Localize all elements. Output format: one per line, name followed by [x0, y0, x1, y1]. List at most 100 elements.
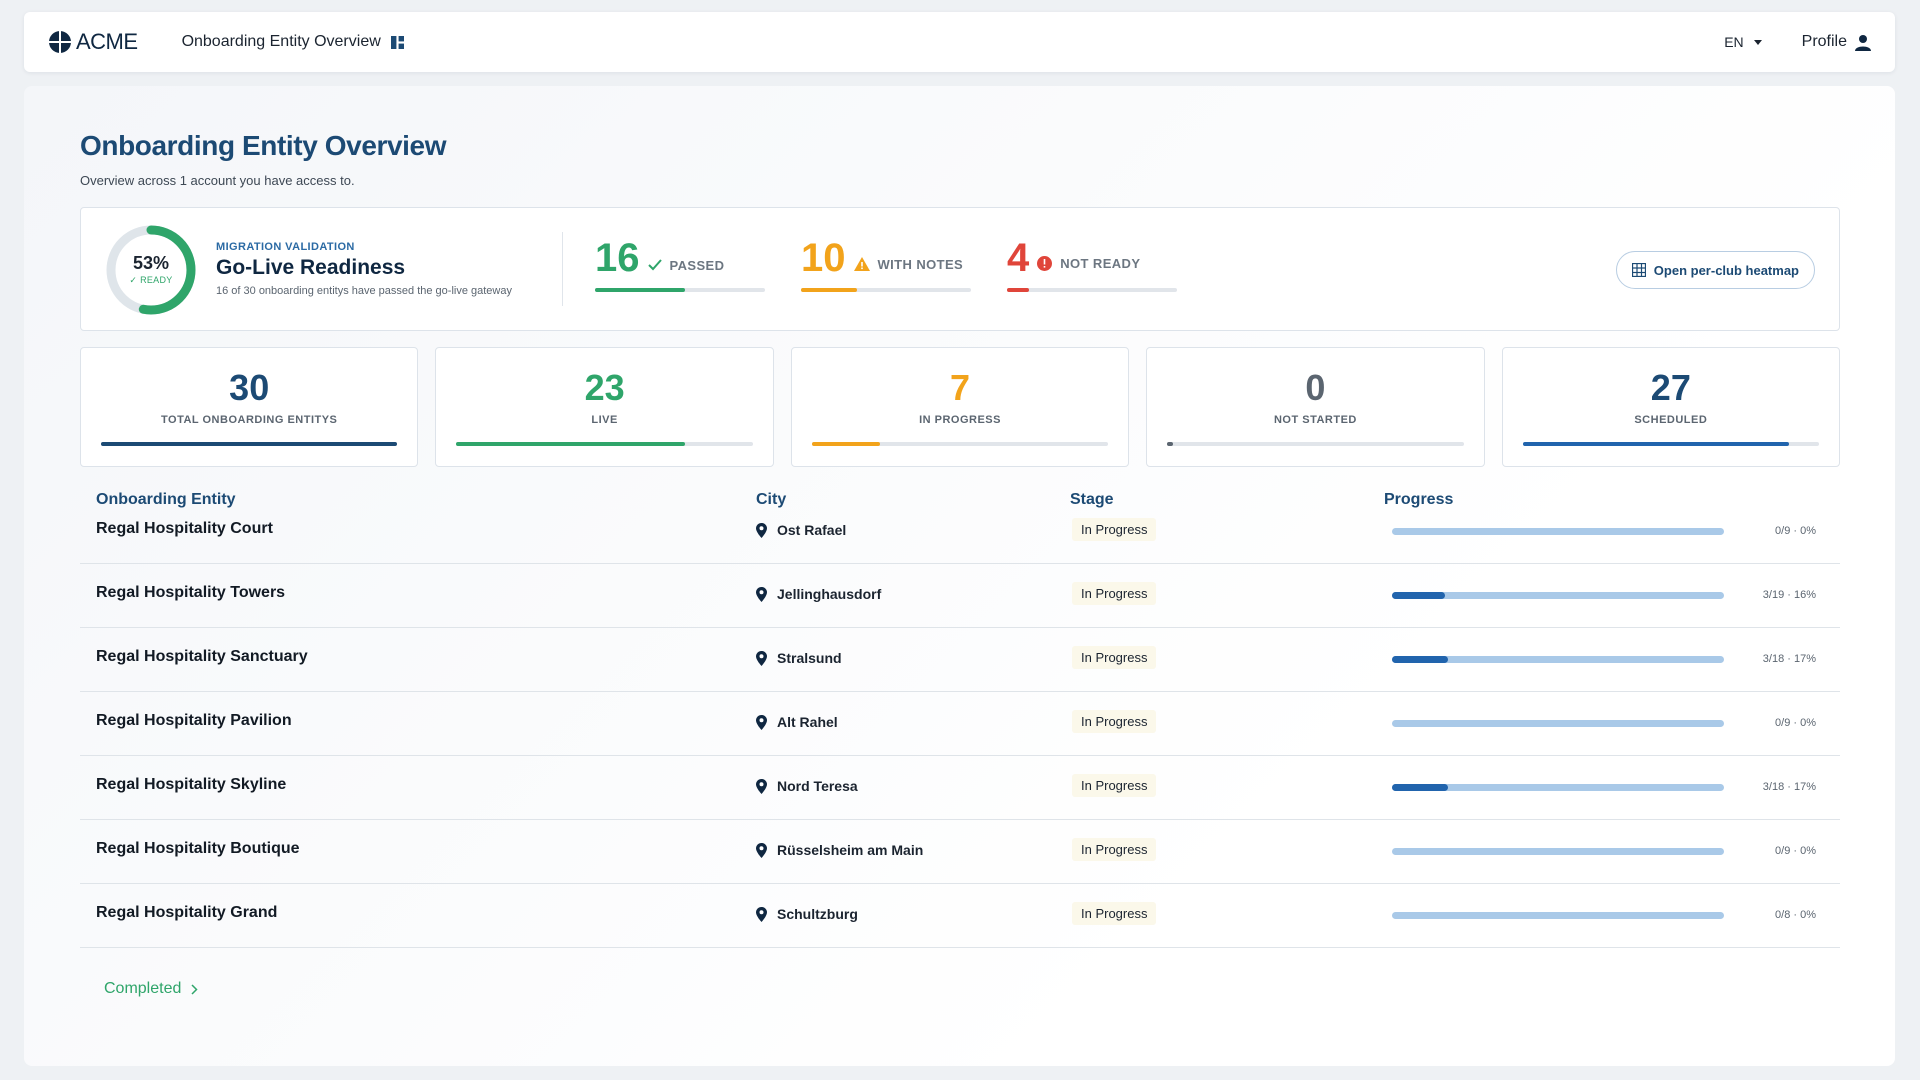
- progress-bar: [1392, 912, 1724, 919]
- profile-menu[interactable]: Profile: [1802, 33, 1871, 51]
- table-grid-icon: [1631, 263, 1646, 277]
- stat-not-started-label: NOT STARTED: [1273, 414, 1357, 426]
- user-icon: [1855, 34, 1871, 51]
- page-subtitle: Overview across 1 account you have acces…: [80, 173, 355, 188]
- page-title: Onboarding Entity Overview: [80, 130, 447, 161]
- map-pin-icon: [756, 906, 767, 922]
- map-pin-icon: [756, 714, 767, 730]
- gauge-not-ready-bar: [1007, 288, 1177, 292]
- chevron-right-icon: [191, 983, 198, 995]
- table-row[interactable]: Regal Hospitality Boutique Rüsselsheim am…: [80, 820, 1840, 884]
- open-heatmap-label: Open per-club heatmap: [1653, 262, 1799, 278]
- progress-bar: [1392, 848, 1724, 855]
- stat-total: 30 TOTAL ONBOARDING ENTITYS: [80, 347, 419, 467]
- progress-bar-fill: [1392, 656, 1449, 663]
- go-live-readiness-card: 53% ✓ READY MIGRATION VALIDATION Go-Live…: [80, 207, 1840, 331]
- entity-name: Regal Hospitality Sanctuary: [96, 648, 308, 665]
- gauge-passed-bar: [595, 288, 765, 292]
- language-label: EN: [1724, 34, 1744, 50]
- entity-city: Ost Rafael: [756, 522, 846, 538]
- progress-bar: [1392, 720, 1724, 727]
- gauge-with-notes-value: 10: [801, 236, 846, 280]
- top-bar: ACME Onboarding Entity Overview EN Profi…: [24, 12, 1895, 72]
- nav-title-label: Onboarding Entity Overview: [181, 33, 381, 50]
- stat-cards: 30 TOTAL ONBOARDING ENTITYS 23 LIVE 7 IN…: [80, 347, 1841, 467]
- entity-name: Regal Hospitality Grand: [96, 904, 278, 921]
- entity-city: Stralsund: [756, 650, 842, 666]
- logo-text: ACME: [76, 29, 138, 54]
- language-select[interactable]: EN: [1724, 34, 1762, 50]
- entity-city-label: Jellinghausdorf: [777, 586, 882, 602]
- progress-text: 3/18 · 17%: [1762, 781, 1816, 793]
- entity-name: Regal Hospitality Pavilion: [96, 712, 292, 729]
- progress-bar-fill: [1392, 592, 1446, 599]
- progress-bar: [1392, 592, 1724, 599]
- readiness-donut: [106, 225, 196, 315]
- warning-icon: [853, 257, 870, 271]
- completed-link[interactable]: Completed: [104, 980, 198, 998]
- header-city[interactable]: City: [756, 491, 787, 508]
- stat-live-label: LIVE: [591, 414, 618, 426]
- table-row[interactable]: Regal Hospitality Towers Jellinghausdorf I…: [80, 564, 1840, 628]
- table-row[interactable]: Regal Hospitality Court Ost Rafael In Prog…: [80, 518, 1840, 564]
- map-pin-icon: [756, 650, 767, 666]
- stat-scheduled-bar: [1522, 442, 1820, 446]
- table-row[interactable]: Regal Hospitality Pavilion Alt Rahel In Pr…: [80, 692, 1840, 756]
- stat-live-value: 23: [584, 367, 625, 408]
- map-pin-icon: [756, 842, 767, 858]
- profile-label: Profile: [1801, 33, 1847, 50]
- stat-in-progress-bar: [811, 442, 1109, 446]
- stage-badge: In Progress: [1072, 646, 1157, 669]
- open-heatmap-button[interactable]: Open per-club heatmap: [1615, 251, 1815, 289]
- table-row[interactable]: Regal Hospitality Skyline Nord Teresa In P…: [80, 756, 1840, 820]
- caret-down-icon: [1753, 39, 1762, 45]
- entity-city: Nord Teresa: [756, 778, 858, 794]
- stage-badge: In Progress: [1072, 518, 1157, 541]
- nav-title[interactable]: Onboarding Entity Overview: [182, 33, 404, 51]
- stage-badge: In Progress: [1072, 710, 1157, 733]
- stat-total-label: TOTAL ONBOARDING ENTITYS: [161, 414, 338, 426]
- entity-city-label: Nord Teresa: [777, 778, 858, 794]
- table-row[interactable]: Regal Hospitality Sanctuary Stralsund In P…: [80, 628, 1840, 692]
- entity-name: Regal Hospitality Court: [96, 520, 273, 537]
- header-progress[interactable]: Progress: [1384, 491, 1454, 508]
- gauge-not-ready-label: NOT READY: [1060, 256, 1141, 271]
- stat-in-progress-label: IN PROGRESS: [919, 414, 1001, 426]
- map-pin-icon: [756, 586, 767, 602]
- entity-name: Regal Hospitality Boutique: [96, 840, 300, 857]
- alert-circle-icon: [1037, 256, 1053, 271]
- stat-live: 23 LIVE: [435, 347, 774, 467]
- entity-city: Alt Rahel: [756, 714, 838, 730]
- entity-city-label: Stralsund: [777, 650, 842, 666]
- entity-city-label: Schultzburg: [777, 906, 858, 922]
- readiness-kicker: MIGRATION VALIDATION: [216, 241, 355, 253]
- completed-label: Completed: [104, 980, 182, 997]
- stat-live-bar: [456, 442, 753, 446]
- gauge-passed: 16 PASSED: [595, 238, 765, 292]
- progress-text: 0/8 · 0%: [1775, 909, 1816, 921]
- entity-name: Regal Hospitality Towers: [96, 584, 286, 601]
- gauge-not-ready-value: 4: [1007, 236, 1030, 280]
- header-stage[interactable]: Stage: [1070, 491, 1114, 508]
- gauge-with-notes-label: WITH NOTES: [877, 256, 964, 272]
- stat-scheduled-label: SCHEDULED: [1634, 414, 1708, 426]
- entity-city-label: Alt Rahel: [777, 714, 838, 730]
- gauge-not-ready: 4 NOT READY: [1007, 238, 1177, 292]
- gauge-passed-value: 16: [595, 236, 640, 280]
- dashboard-icon: [390, 35, 404, 49]
- logo[interactable]: ACME: [48, 29, 138, 55]
- table-row[interactable]: Regal Hospitality Grand Schultzburg In Pro…: [80, 884, 1840, 948]
- map-pin-icon: [756, 522, 767, 538]
- stat-not-started-value: 0: [1305, 367, 1326, 408]
- table-header: Onboarding Entity City Stage Progress: [80, 488, 1840, 512]
- stat-in-progress-value: 7: [950, 367, 971, 408]
- stat-not-started: 0 NOT STARTED: [1146, 347, 1485, 467]
- progress-text: 0/9 · 0%: [1775, 525, 1816, 537]
- check-icon: [647, 259, 662, 271]
- stage-badge: In Progress: [1072, 838, 1157, 861]
- entity-name: Regal Hospitality Skyline: [96, 776, 287, 793]
- table-body: Regal Hospitality Court Ost Rafael In Prog…: [80, 518, 1840, 948]
- header-entity[interactable]: Onboarding Entity: [96, 491, 236, 508]
- entity-city: Schultzburg: [756, 906, 858, 922]
- entity-city: Jellinghausdorf: [756, 586, 881, 602]
